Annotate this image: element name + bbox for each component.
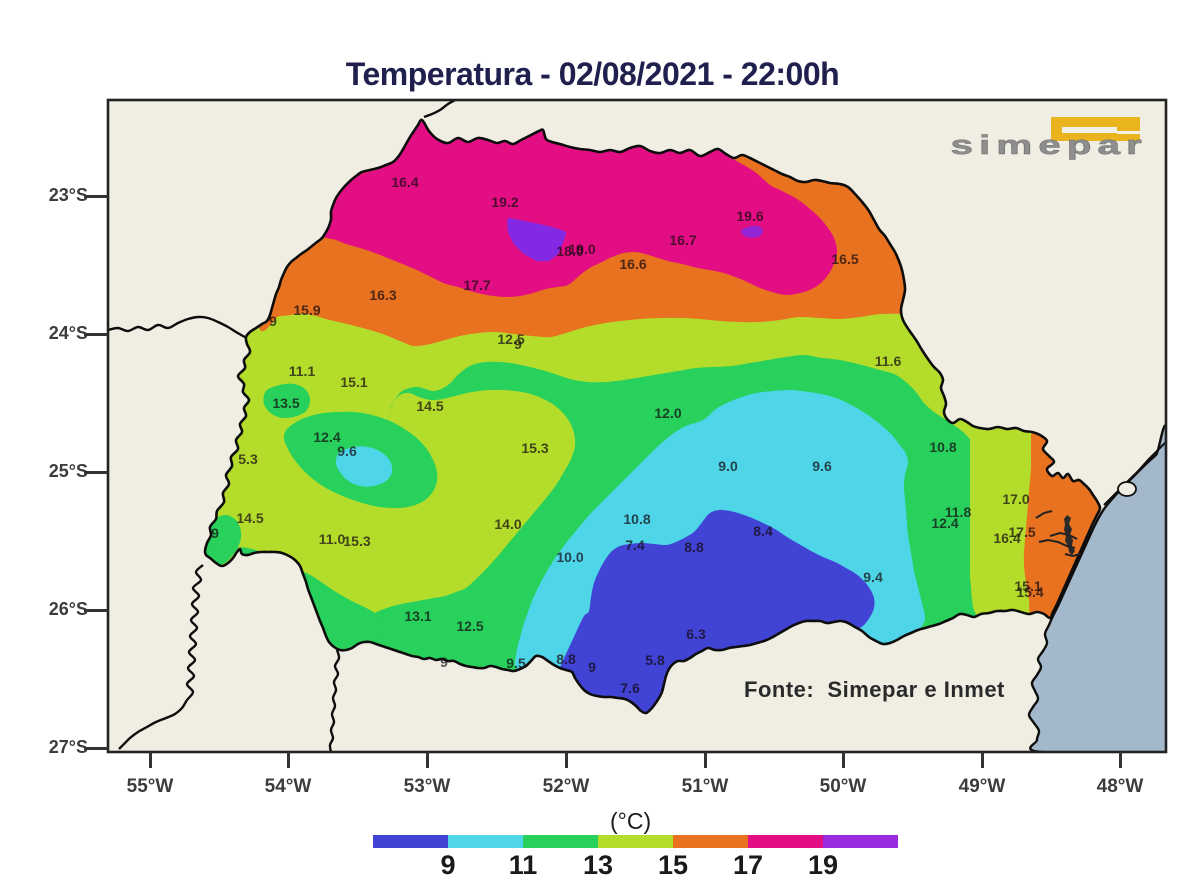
svg-text:simepar: simepar bbox=[951, 130, 1148, 160]
